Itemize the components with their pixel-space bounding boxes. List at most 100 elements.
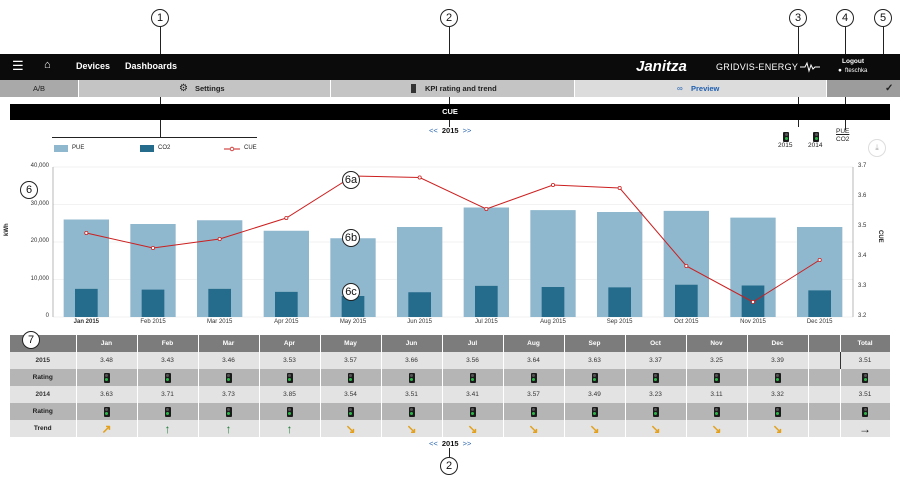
traffic-light-icon — [103, 372, 110, 383]
header-corner — [10, 335, 77, 352]
trend-cell: ↘ — [381, 420, 443, 437]
table-row-2015: 2015 3.48 3.43 3.46 3.53 3.57 3.66 3.56 3.64 3.63… — [10, 352, 891, 369]
arrow-down-right-icon: ↘ — [467, 421, 478, 436]
sub-navigation-bar: A/B ⚙ Settings KPI rating and trend ∞ Pr… — [0, 80, 900, 97]
arrow-up-icon: ↑ — [164, 421, 171, 436]
tab-kpi-rating[interactable]: KPI rating and trend — [330, 80, 574, 97]
header-jan: Jan — [76, 335, 138, 352]
value-cell: 3.53 — [259, 352, 321, 369]
rating-cell — [442, 403, 504, 420]
traffic-light-icon — [713, 372, 720, 383]
legend-cue-label[interactable]: CUE — [244, 145, 257, 151]
traffic-light-icon — [347, 372, 354, 383]
value-cell: 3.41 — [442, 386, 504, 403]
rating-cell — [320, 369, 382, 386]
value-cell: 3.23 — [625, 386, 687, 403]
co2-bar — [408, 292, 431, 317]
x-tick-label: Aug 2015 — [540, 319, 566, 325]
year-select-2014[interactable]: 2014 — [808, 128, 826, 152]
traffic-light-icon — [862, 406, 868, 417]
value-cell: 3.71 — [137, 386, 199, 403]
co2-bar — [675, 284, 698, 317]
next-year-button-bottom[interactable]: >> — [462, 439, 472, 448]
brand-logo: Janitza — [636, 58, 687, 75]
home-icon[interactable]: ⌂ — [44, 59, 51, 71]
header-aug: Aug — [503, 335, 565, 352]
nav-devices[interactable]: Devices — [76, 61, 111, 71]
cue-point — [150, 246, 155, 251]
next-year-button[interactable]: >> — [462, 126, 472, 135]
trend-cell: ↘ — [503, 420, 565, 437]
legend-co2-label[interactable]: CO2 — [158, 145, 171, 151]
header-may: May — [320, 335, 382, 352]
menu-icon[interactable]: ☰ — [12, 58, 24, 73]
cue-line — [86, 175, 820, 303]
rating-cell — [564, 403, 626, 420]
value-cell: 3.63 — [564, 352, 626, 369]
nav-dashboards[interactable]: Dashboards — [125, 61, 178, 71]
table-row-trend: Trend ↗ ↑ ↑ ↑ ↘ ↘ ↘ ↘ ↘ ↘ ↘ ↘ → — [10, 420, 891, 437]
co2-bar — [475, 285, 498, 317]
callout-1: 1 — [151, 9, 169, 27]
spacer-cell — [808, 403, 841, 420]
callout-6c: 6c — [342, 283, 360, 301]
rating-cell — [259, 403, 321, 420]
glasses-icon: ∞ — [677, 84, 683, 93]
tab-ab[interactable]: A/B — [0, 80, 78, 97]
confirm-button[interactable]: ✓ — [826, 80, 900, 97]
trend-total-cell: → — [840, 420, 891, 437]
prev-year-button[interactable]: << — [429, 126, 438, 135]
logout-link[interactable]: Logout — [842, 58, 865, 65]
traffic-light-icon — [591, 372, 598, 383]
cue-point — [284, 216, 289, 221]
table-row-rating-2014: Rating — [10, 403, 891, 420]
value-cell: 3.48 — [76, 352, 138, 369]
x-tick-label: Sep 2015 — [606, 319, 633, 325]
traffic-light-icon — [469, 406, 476, 417]
value-cell: 3.54 — [320, 386, 382, 403]
arrow-down-right-icon: ↘ — [711, 421, 722, 436]
kpi-select-co2[interactable]: CO2 — [836, 136, 850, 143]
traffic-light-icon — [713, 406, 720, 417]
traffic-light-icon — [408, 372, 415, 383]
prev-year-button-bottom[interactable]: << — [429, 439, 438, 448]
y2-tick-label: 3.7 — [858, 163, 867, 169]
arrow-up-right-icon: ↗ — [101, 421, 112, 436]
x-tick-label: Jul 2015 — [474, 319, 498, 325]
waveform-icon — [800, 61, 820, 73]
rating-cell — [137, 403, 199, 420]
rating-total-cell — [840, 369, 891, 386]
chart-title-bar: CUE — [10, 104, 890, 120]
traffic-light-icon — [103, 406, 110, 417]
traffic-light-icon — [652, 372, 659, 383]
kpi-selector[interactable]: PUE CO2 — [836, 128, 849, 144]
trend-cell: ↘ — [686, 420, 748, 437]
trend-cell: ↑ — [259, 420, 321, 437]
tab-preview[interactable]: ∞ Preview — [574, 80, 826, 97]
legend-pue-label[interactable]: PUE — [72, 145, 85, 151]
trend-cell: ↘ — [564, 420, 626, 437]
trend-cell: ↘ — [442, 420, 504, 437]
user-name: fteschka — [845, 68, 868, 74]
year-select-2015[interactable]: 2015 — [778, 128, 796, 152]
rating-cell — [198, 403, 260, 420]
trend-cell: ↘ — [747, 420, 809, 437]
y-tick-label: 10,000 — [30, 275, 49, 282]
trend-cell: ↘ — [320, 420, 382, 437]
value-cell: 3.63 — [76, 386, 138, 403]
arrow-down-right-icon: ↘ — [528, 421, 539, 436]
x-tick-label: Dec 2015 — [806, 319, 833, 325]
kpi-select-pue[interactable]: PUE — [836, 128, 850, 135]
arrow-right-icon: → — [859, 421, 871, 436]
header-spacer — [808, 335, 841, 352]
header-jul: Jul — [442, 335, 504, 352]
header-feb: Feb — [137, 335, 199, 352]
table-row-2014: 2014 3.63 3.71 3.73 3.85 3.54 3.51 3.41 3.57 3.49… — [10, 386, 891, 403]
brand-product: GRIDVIS-ENERGY — [716, 62, 799, 72]
total-cell: 3.51 — [840, 352, 891, 369]
tab-settings[interactable]: ⚙ Settings — [78, 80, 330, 97]
cue-point — [751, 299, 756, 304]
arrow-down-right-icon: ↘ — [406, 421, 417, 436]
co2-bar — [208, 288, 231, 317]
download-button[interactable]: ⤓ — [868, 139, 886, 157]
